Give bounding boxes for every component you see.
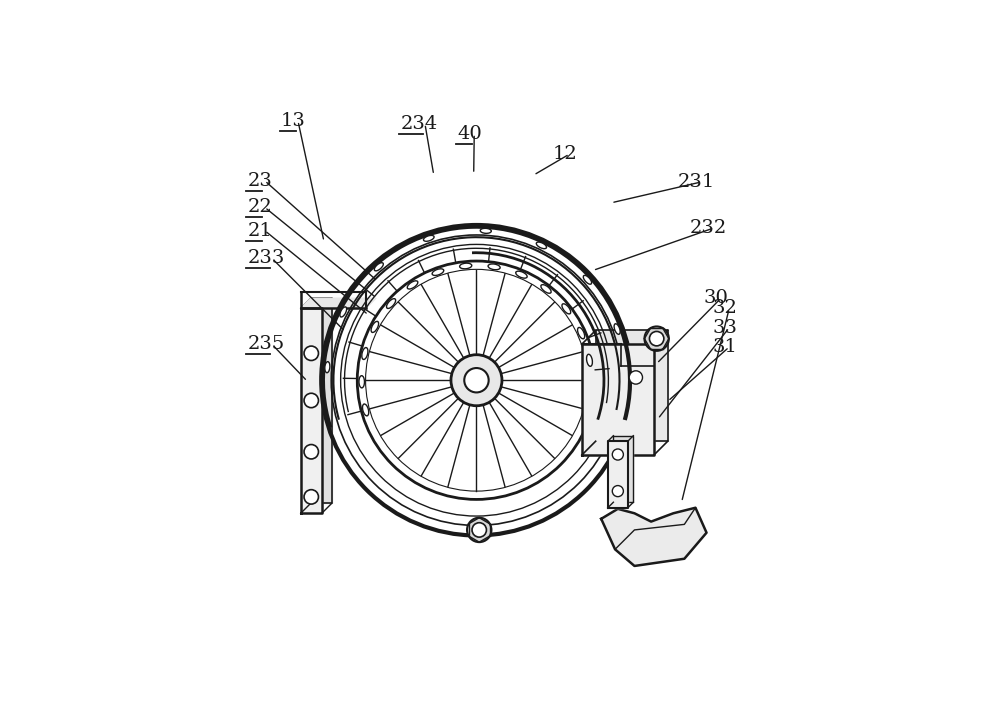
Ellipse shape <box>541 284 551 293</box>
Ellipse shape <box>362 348 368 359</box>
Polygon shape <box>601 508 707 566</box>
Circle shape <box>649 331 664 346</box>
Ellipse shape <box>407 281 418 289</box>
Circle shape <box>644 326 669 351</box>
Text: 231: 231 <box>678 173 715 191</box>
Polygon shape <box>596 330 668 441</box>
Text: 23: 23 <box>247 171 272 189</box>
Ellipse shape <box>562 304 571 314</box>
Ellipse shape <box>480 228 491 233</box>
Ellipse shape <box>325 361 330 373</box>
Circle shape <box>467 518 491 542</box>
Circle shape <box>304 393 318 408</box>
Circle shape <box>304 490 318 504</box>
Circle shape <box>318 222 634 539</box>
Polygon shape <box>311 298 332 503</box>
Ellipse shape <box>516 271 527 278</box>
Text: 13: 13 <box>281 112 306 130</box>
Text: 22: 22 <box>247 198 272 216</box>
Ellipse shape <box>488 264 500 270</box>
Ellipse shape <box>587 354 592 366</box>
Polygon shape <box>613 436 633 503</box>
Text: 40: 40 <box>457 125 482 143</box>
Polygon shape <box>608 441 628 508</box>
Circle shape <box>464 368 489 392</box>
Polygon shape <box>301 298 376 308</box>
Polygon shape <box>301 308 322 513</box>
Circle shape <box>472 523 486 537</box>
Ellipse shape <box>359 376 364 388</box>
Ellipse shape <box>423 235 434 241</box>
Ellipse shape <box>363 404 369 416</box>
Circle shape <box>304 444 318 459</box>
Circle shape <box>612 485 623 497</box>
Text: 235: 235 <box>247 336 285 354</box>
Circle shape <box>612 449 623 460</box>
Ellipse shape <box>340 307 347 317</box>
Text: 30: 30 <box>704 289 729 307</box>
Ellipse shape <box>460 263 472 269</box>
Ellipse shape <box>536 242 547 248</box>
Ellipse shape <box>583 275 592 284</box>
Ellipse shape <box>614 324 620 334</box>
Ellipse shape <box>374 263 383 271</box>
Text: 32: 32 <box>712 300 737 317</box>
Text: 234: 234 <box>401 114 438 132</box>
Text: 31: 31 <box>712 338 737 356</box>
Text: 232: 232 <box>690 219 727 237</box>
Ellipse shape <box>432 269 444 276</box>
Polygon shape <box>582 344 654 455</box>
Ellipse shape <box>578 328 585 339</box>
Ellipse shape <box>371 321 379 333</box>
Circle shape <box>629 371 643 384</box>
Text: 233: 233 <box>247 249 285 267</box>
Ellipse shape <box>387 299 396 308</box>
Circle shape <box>451 355 502 406</box>
Text: 12: 12 <box>552 145 577 163</box>
Text: 33: 33 <box>712 318 737 336</box>
Text: 21: 21 <box>247 222 272 240</box>
Circle shape <box>304 346 318 361</box>
